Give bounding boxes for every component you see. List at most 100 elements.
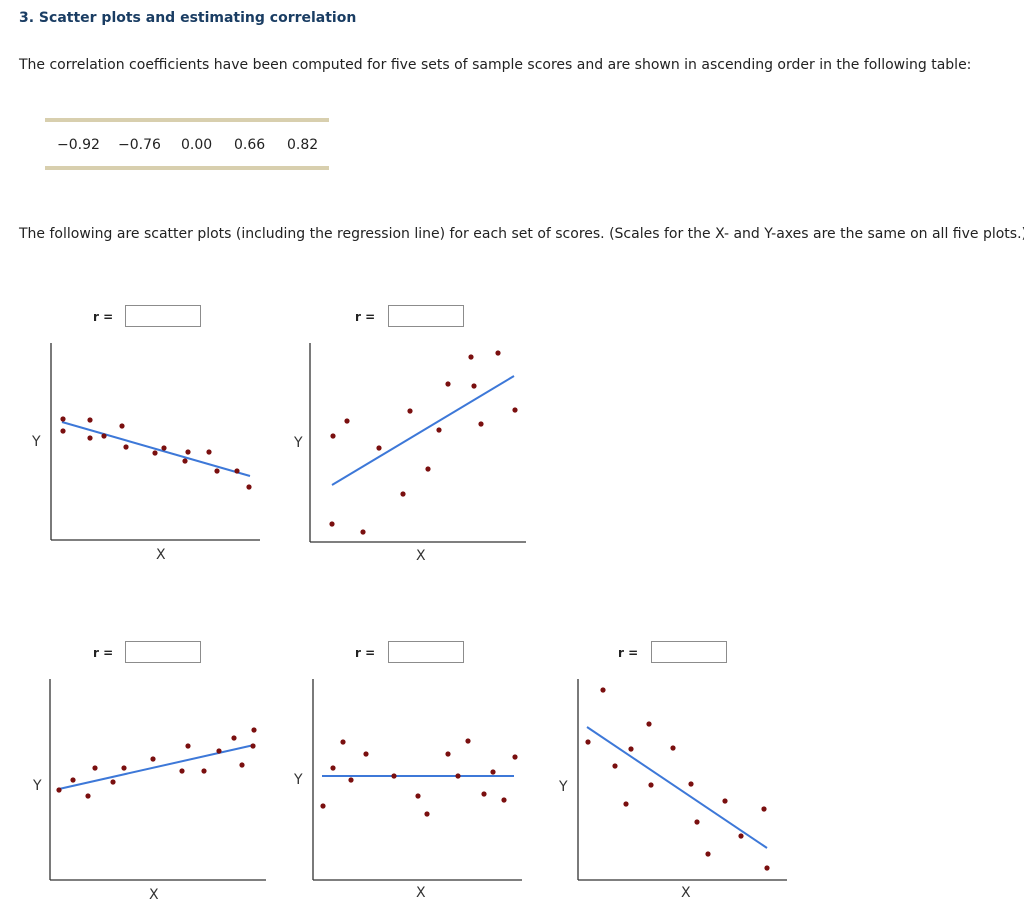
data-point bbox=[152, 450, 158, 456]
coefficient-cell: −0.92 bbox=[57, 137, 100, 153]
data-point bbox=[481, 791, 487, 797]
r-input-plot-1[interactable] bbox=[125, 305, 201, 327]
data-point bbox=[179, 768, 185, 774]
data-point bbox=[216, 748, 222, 754]
scatter-plot-1: Y X bbox=[31, 343, 260, 563]
data-point bbox=[761, 806, 767, 812]
y-axis-label: Y bbox=[32, 778, 42, 794]
data-point bbox=[239, 762, 245, 768]
data-point bbox=[600, 687, 606, 693]
scatter-plot-3: Y X bbox=[32, 679, 266, 903]
data-point bbox=[344, 418, 350, 424]
data-point bbox=[465, 738, 471, 744]
data-point bbox=[92, 765, 98, 771]
coefficient-cell: 0.82 bbox=[287, 137, 319, 153]
data-point bbox=[512, 754, 518, 760]
data-point bbox=[468, 354, 474, 360]
data-point bbox=[628, 746, 634, 752]
scatter-plot-4: Y X bbox=[293, 679, 522, 901]
data-point bbox=[161, 445, 167, 451]
x-axis-label: X bbox=[416, 885, 426, 901]
data-point bbox=[436, 427, 442, 433]
data-point bbox=[722, 798, 728, 804]
data-point bbox=[201, 768, 207, 774]
data-point bbox=[85, 793, 91, 799]
data-point bbox=[182, 458, 188, 464]
data-point bbox=[110, 779, 116, 785]
data-point bbox=[407, 408, 413, 414]
data-points bbox=[56, 727, 257, 799]
r-label: r = bbox=[93, 310, 114, 324]
regression-line bbox=[61, 421, 251, 477]
data-point bbox=[60, 416, 66, 422]
data-point bbox=[478, 421, 484, 427]
data-point bbox=[648, 782, 654, 788]
data-point bbox=[234, 468, 240, 474]
r-input-plot-2[interactable] bbox=[388, 305, 464, 327]
x-axis-label: X bbox=[416, 548, 426, 564]
y-axis-label: Y bbox=[293, 772, 303, 788]
question-title: 3. Scatter plots and estimating correlat… bbox=[19, 10, 357, 26]
coefficient-cell: −0.76 bbox=[118, 137, 161, 153]
data-point bbox=[585, 739, 591, 745]
scatter-plot-2: Y X bbox=[293, 343, 526, 564]
r-label: r = bbox=[93, 646, 114, 660]
x-axis-label: X bbox=[681, 885, 691, 901]
data-point bbox=[348, 777, 354, 783]
correlation-table: −0.92 −0.76 0.00 0.66 0.82 bbox=[45, 118, 329, 172]
data-point bbox=[330, 765, 336, 771]
data-point bbox=[670, 745, 676, 751]
data-point bbox=[330, 433, 336, 439]
plots-intro-text: The following are scatter plots (includi… bbox=[19, 226, 1024, 242]
data-point bbox=[60, 428, 66, 434]
data-point bbox=[185, 743, 191, 749]
data-point bbox=[250, 743, 256, 749]
data-point bbox=[764, 865, 770, 871]
data-point bbox=[694, 819, 700, 825]
data-point bbox=[340, 739, 346, 745]
data-point bbox=[424, 811, 430, 817]
y-axis-label: Y bbox=[558, 779, 568, 795]
scatter-plot-5: Y X bbox=[558, 679, 787, 901]
data-point bbox=[512, 407, 518, 413]
data-point bbox=[688, 781, 694, 787]
data-point bbox=[425, 466, 431, 472]
data-points bbox=[60, 416, 252, 490]
regression-line bbox=[586, 726, 768, 849]
data-point bbox=[246, 484, 252, 490]
data-point bbox=[646, 721, 652, 727]
data-point bbox=[121, 765, 127, 771]
data-point bbox=[87, 417, 93, 423]
data-points bbox=[329, 350, 518, 535]
data-point bbox=[185, 449, 191, 455]
r-input-plot-4[interactable] bbox=[388, 641, 464, 663]
data-point bbox=[623, 801, 629, 807]
data-point bbox=[445, 381, 451, 387]
r-input-plot-5[interactable] bbox=[651, 641, 727, 663]
table-top-rule bbox=[45, 118, 329, 122]
data-point bbox=[400, 491, 406, 497]
data-point bbox=[214, 468, 220, 474]
data-point bbox=[101, 433, 107, 439]
coefficient-cell: 0.00 bbox=[181, 137, 213, 153]
data-point bbox=[119, 423, 125, 429]
data-point bbox=[415, 793, 421, 799]
data-point bbox=[320, 803, 326, 809]
data-point bbox=[251, 727, 257, 733]
x-axis-label: X bbox=[149, 887, 159, 903]
data-point bbox=[231, 735, 237, 741]
data-point bbox=[70, 777, 76, 783]
data-point bbox=[150, 756, 156, 762]
y-axis-label: Y bbox=[293, 435, 303, 451]
r-input-plot-3[interactable] bbox=[125, 641, 201, 663]
data-point bbox=[612, 763, 618, 769]
coefficient-cell: 0.66 bbox=[234, 137, 266, 153]
data-point bbox=[455, 773, 461, 779]
data-points bbox=[585, 687, 770, 871]
data-points bbox=[320, 738, 518, 817]
y-axis-label: Y bbox=[31, 434, 41, 450]
data-point bbox=[391, 773, 397, 779]
data-point bbox=[471, 383, 477, 389]
data-point bbox=[360, 529, 366, 535]
data-point bbox=[501, 797, 507, 803]
